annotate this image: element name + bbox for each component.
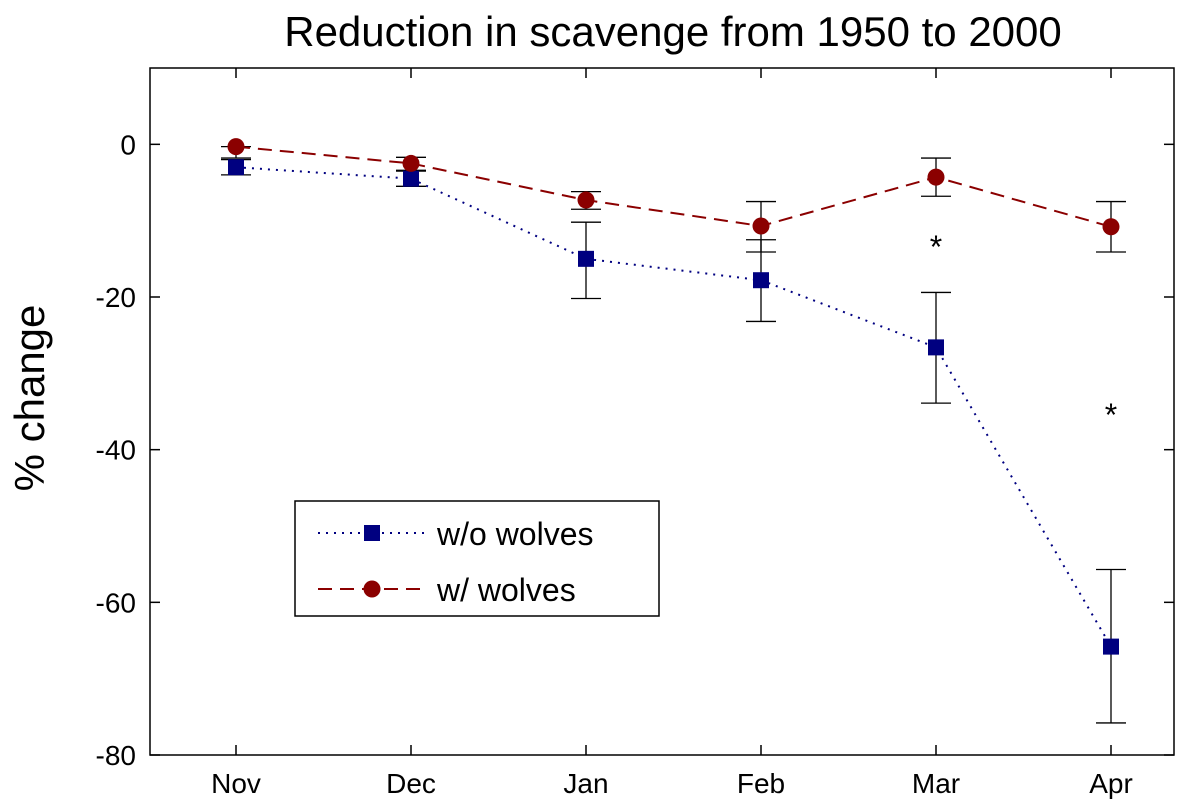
data-point-square	[928, 339, 944, 356]
series-lines	[235, 145, 1112, 648]
plot-frame	[149, 67, 1175, 756]
legend-label-wo-wolves: w/o wolves	[436, 516, 594, 552]
x-tick-label: Feb	[737, 768, 785, 799]
legend-marker-wo-wolves	[364, 525, 380, 541]
y-tick-label: 0	[120, 129, 136, 160]
data-point-square	[578, 250, 594, 267]
y-tick-label: -80	[96, 740, 136, 771]
legend-marker-w-wolves	[363, 580, 381, 598]
significance-asterisk: *	[1105, 397, 1117, 433]
data-point-circle	[227, 138, 245, 156]
series-line	[235, 166, 1112, 648]
series-markers	[227, 138, 1120, 655]
y-tick-label: -20	[96, 282, 136, 313]
y-tick-label: -40	[96, 435, 136, 466]
legend: w/o wolves w/ wolves	[294, 500, 660, 617]
series-line	[235, 145, 1112, 228]
axis-ticks: 0 -20 -40 -60 -80 Nov Dec Jan Feb Mar Apr	[96, 68, 1174, 799]
data-point-square	[1103, 638, 1119, 655]
x-tick-label: Apr	[1089, 768, 1133, 799]
x-tick-label: Jan	[563, 768, 608, 799]
annotations: **	[930, 229, 1117, 433]
data-point-circle	[927, 168, 945, 186]
y-axis-label: % change	[6, 305, 53, 492]
significance-asterisk: *	[930, 229, 942, 265]
data-point-circle	[1102, 218, 1120, 236]
data-point-circle	[402, 154, 420, 172]
x-tick-label: Nov	[211, 768, 261, 799]
legend-label-w-wolves: w/ wolves	[436, 572, 576, 608]
y-tick-label: -60	[96, 587, 136, 618]
chart-title: Reduction in scavenge from 1950 to 2000	[284, 8, 1062, 55]
data-point-square	[228, 159, 244, 176]
data-point-circle	[577, 191, 595, 209]
data-point-square	[403, 170, 419, 187]
data-point-circle	[752, 217, 770, 235]
x-tick-label: Mar	[912, 768, 960, 799]
legend-box	[294, 500, 660, 617]
error-bars	[221, 145, 1126, 724]
x-tick-label: Dec	[386, 768, 436, 799]
data-point-square	[753, 272, 769, 289]
